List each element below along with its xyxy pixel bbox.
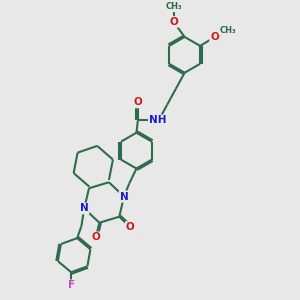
Text: N: N [120, 191, 128, 202]
Text: O: O [169, 17, 178, 27]
Text: O: O [92, 232, 100, 242]
Text: CH₃: CH₃ [219, 26, 236, 34]
Text: N: N [120, 191, 128, 202]
Text: NH: NH [149, 115, 166, 125]
Text: N: N [80, 203, 88, 214]
Text: O: O [134, 98, 142, 107]
Text: O: O [126, 222, 134, 232]
Text: O: O [210, 32, 219, 42]
Text: F: F [68, 280, 75, 290]
Text: CH₃: CH₃ [165, 2, 182, 11]
